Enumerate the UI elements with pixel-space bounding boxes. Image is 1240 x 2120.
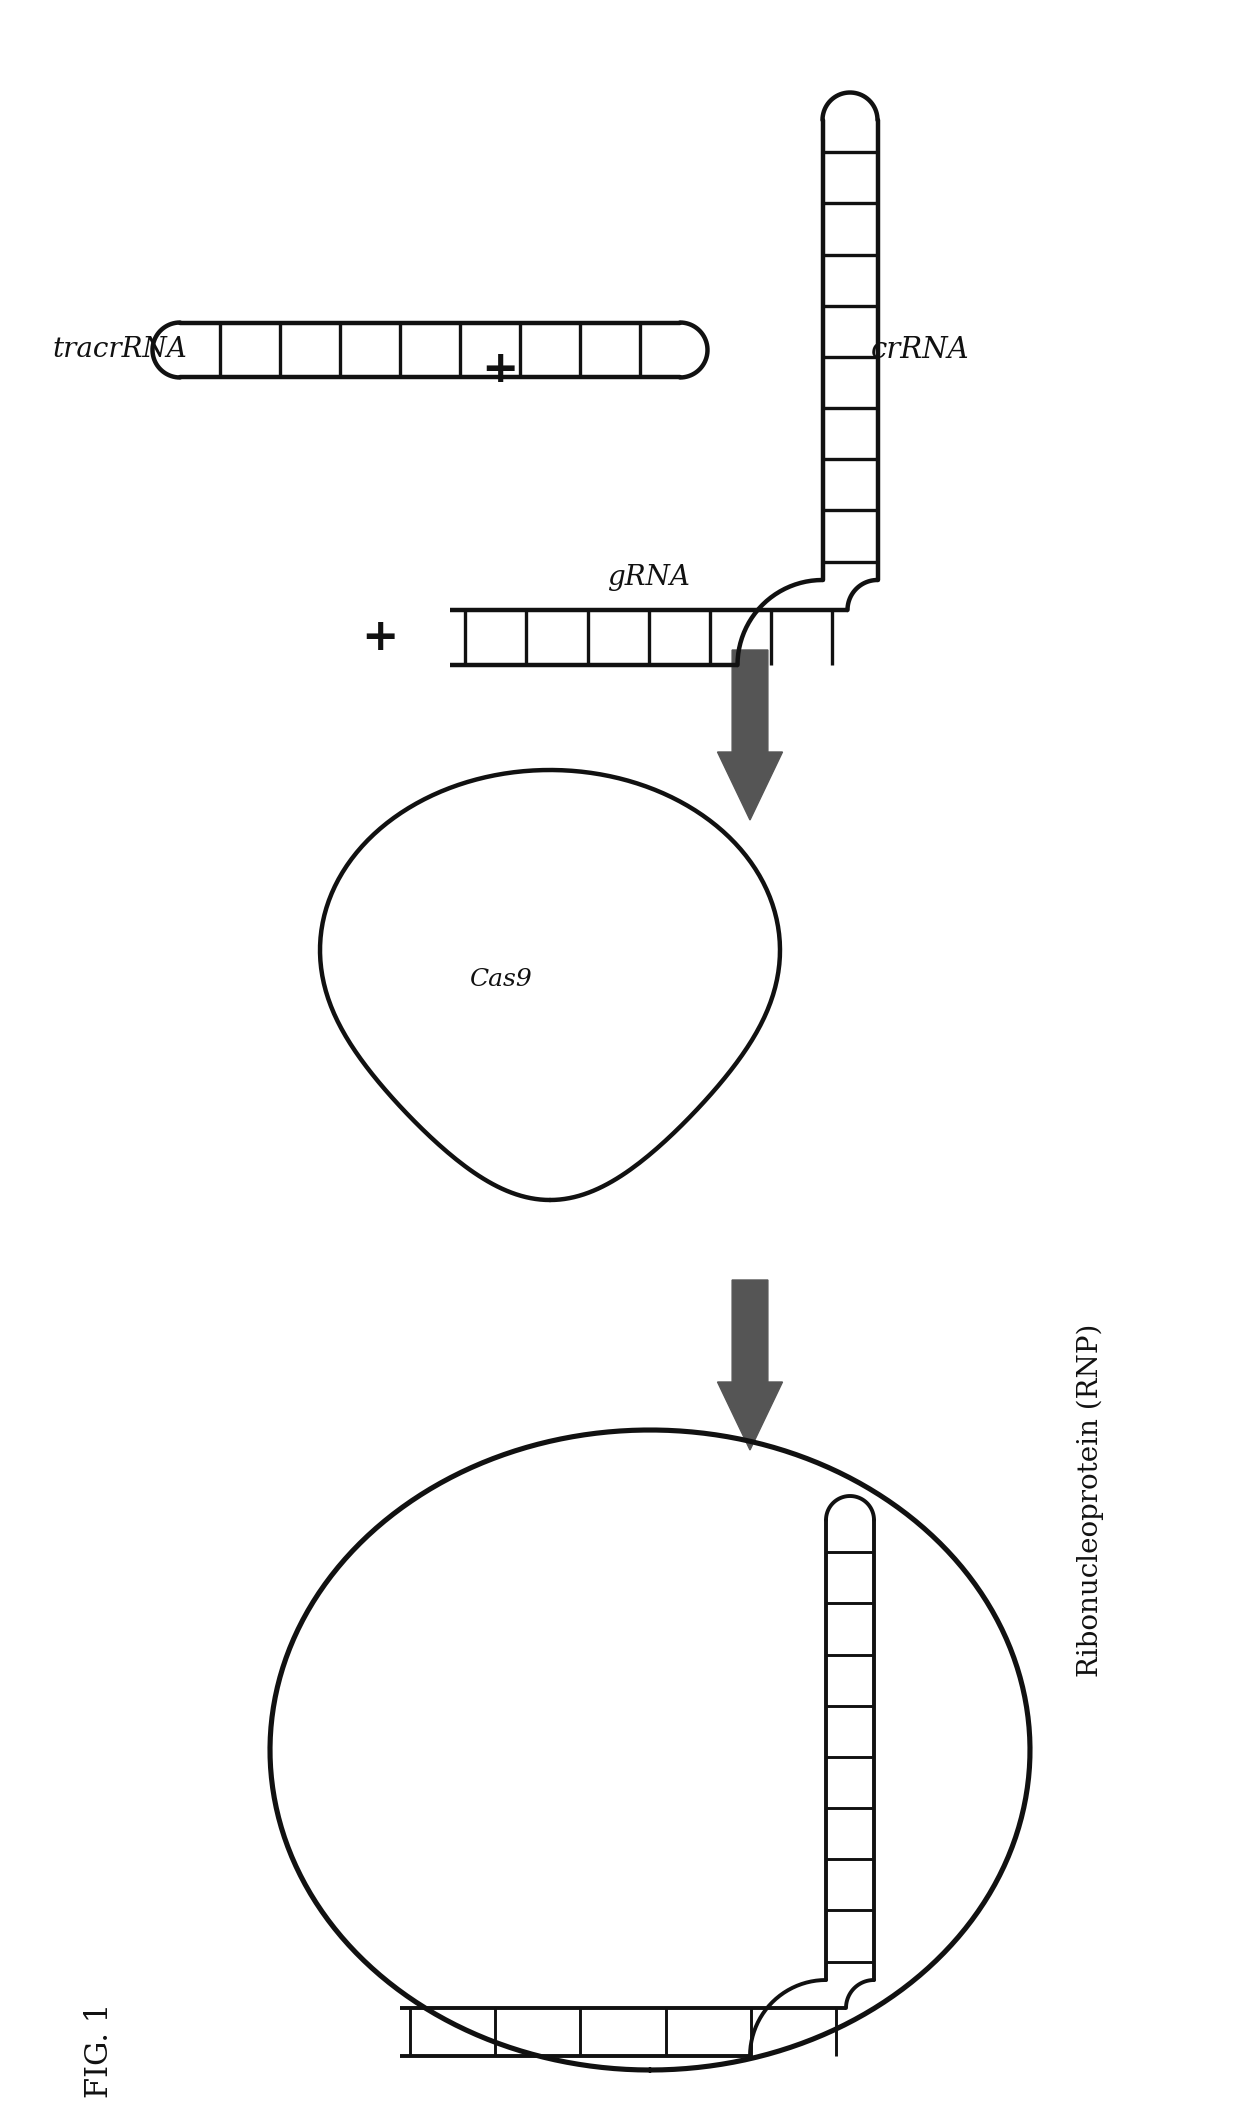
Text: tracrRNA: tracrRNA [52, 337, 187, 363]
Text: FIG. 1: FIG. 1 [84, 2003, 115, 2097]
Text: +: + [481, 348, 518, 392]
Text: +: + [361, 617, 399, 659]
Text: gRNA: gRNA [608, 564, 691, 591]
Polygon shape [718, 651, 782, 820]
Polygon shape [718, 1280, 782, 1450]
Text: Cas9: Cas9 [469, 969, 532, 992]
Text: Ribonucleoprotein (RNP): Ribonucleoprotein (RNP) [1076, 1323, 1104, 1677]
Text: crRNA: crRNA [870, 335, 970, 365]
